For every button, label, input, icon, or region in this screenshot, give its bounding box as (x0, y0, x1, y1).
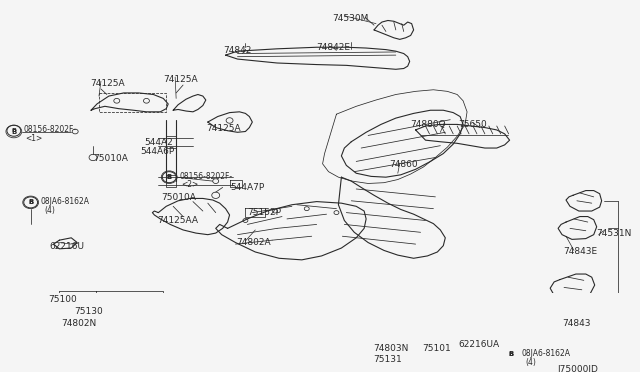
Text: 74125A: 74125A (90, 79, 125, 88)
Text: 75650: 75650 (458, 120, 487, 129)
Text: 544A2: 544A2 (145, 138, 173, 147)
Text: 74803N: 74803N (373, 344, 408, 353)
Text: 75131: 75131 (373, 355, 402, 364)
Text: 75152P: 75152P (248, 208, 282, 217)
Text: (4): (4) (525, 357, 536, 366)
Text: 75130: 75130 (74, 307, 103, 316)
Text: 74802A: 74802A (237, 238, 271, 247)
Text: 74125AA: 74125AA (157, 216, 198, 225)
Text: 74880Q: 74880Q (411, 120, 446, 129)
Text: <2>: <2> (181, 180, 198, 189)
Text: B: B (28, 199, 33, 205)
Text: 74531N: 74531N (596, 229, 632, 238)
Text: 74860: 74860 (389, 160, 417, 169)
Text: 08JA6-8162A: 08JA6-8162A (40, 197, 90, 206)
Text: <1>: <1> (26, 134, 43, 143)
Text: 74125A: 74125A (163, 75, 198, 84)
Text: B: B (12, 128, 16, 133)
Text: B: B (167, 175, 172, 180)
Text: 08JA6-8162A: 08JA6-8162A (522, 349, 570, 358)
Text: B: B (508, 351, 513, 357)
Text: (4): (4) (45, 205, 56, 215)
Text: 74125A: 74125A (206, 124, 241, 134)
Text: 62216UA: 62216UA (458, 340, 499, 349)
Text: 74843: 74843 (562, 319, 591, 328)
Text: B: B (12, 128, 17, 135)
Text: 74802N: 74802N (61, 319, 97, 328)
Text: 544A7P: 544A7P (230, 183, 265, 192)
Text: 75100: 75100 (49, 295, 77, 304)
Text: 08156-8202F-: 08156-8202F- (179, 171, 232, 181)
Text: 75010A: 75010A (93, 154, 128, 163)
Text: 74843E: 74843E (563, 247, 597, 256)
Text: B: B (166, 174, 172, 180)
Text: 74842E: 74842E (317, 43, 351, 52)
Text: 75010A: 75010A (161, 193, 196, 202)
Text: B: B (28, 200, 33, 205)
Text: 74530M: 74530M (333, 14, 369, 23)
Text: 75101: 75101 (422, 344, 451, 353)
Text: J75000JD: J75000JD (557, 365, 598, 372)
Text: B: B (508, 352, 513, 357)
Text: 62216U: 62216U (49, 242, 84, 251)
Text: 08156-8202F-: 08156-8202F- (24, 125, 77, 134)
Text: 544A6P: 544A6P (141, 147, 175, 156)
Text: 74842: 74842 (223, 46, 252, 55)
